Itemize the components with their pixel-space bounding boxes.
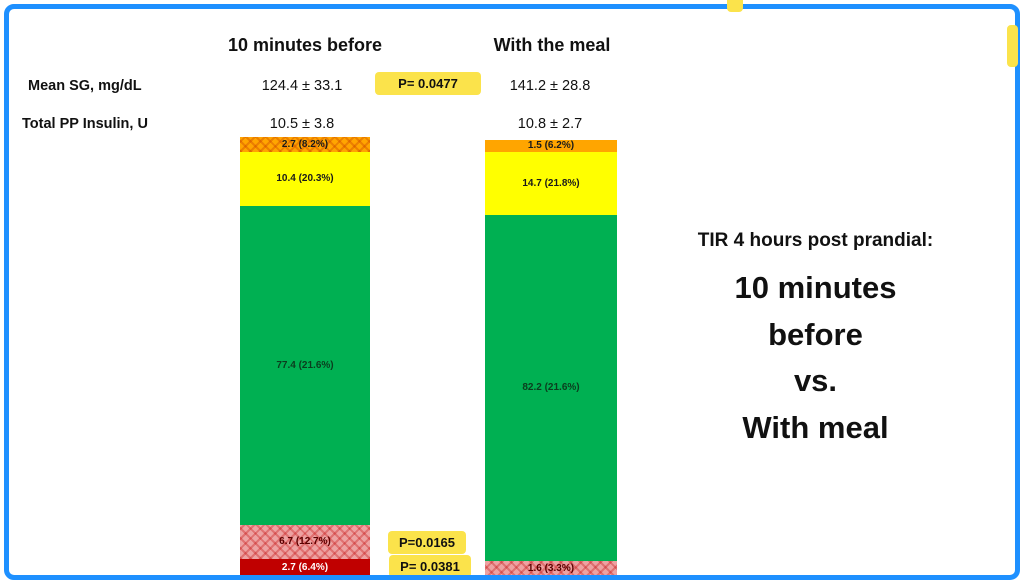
big-line-3: vs. [793, 363, 838, 398]
bar-segment-in-range: 82.2 (21.6%) [485, 215, 617, 561]
segment-label: 2.7 (8.2%) [281, 138, 329, 150]
p-value-mean-sg: P= 0.0477 [375, 72, 481, 95]
highlighter-mark-right [1007, 25, 1018, 67]
big-line-2: before [768, 316, 863, 352]
segment-label: 82.2 (21.6%) [522, 382, 580, 393]
bar-segment-low: 1.6 (3.3%) [485, 561, 617, 577]
segment-label: 2.7 (6.4%) [281, 562, 329, 573]
bar-segment-in-range: 77.4 (21.6%) [240, 206, 370, 525]
p-value-low: P=0.0165 [388, 531, 466, 554]
bar-segment-very-low: 2.7 (6.4%) [240, 559, 370, 577]
column-header-meal: With the meal [493, 35, 611, 55]
row-label-mean-sg: Mean SG, mg/dL [28, 78, 142, 94]
bar-segment-high: 10.4 (20.3%) [240, 152, 370, 206]
row-label-insulin: Total PP Insulin, U [22, 116, 148, 132]
column-header-before: 10 minutes before [227, 35, 383, 55]
p-value-very-low: P= 0.0381 [389, 555, 471, 578]
insulin-meal: 10.8 ± 2.7 [517, 116, 583, 132]
bar-segment-very-high: 2.7 (8.2%) [240, 137, 370, 152]
segment-label: 1.5 (6.2%) [527, 140, 575, 151]
segment-label: 6.7 (12.7%) [279, 536, 331, 547]
big-line-4: With meal [742, 409, 889, 445]
segment-label: 14.7 (21.8%) [522, 177, 580, 189]
mean-sg-before: 124.4 ± 33.1 [261, 78, 343, 94]
highlighter-mark-top [727, 0, 743, 12]
bar-segment-low: 6.7 (12.7%) [240, 525, 370, 559]
insulin-before: 10.5 ± 3.8 [269, 116, 335, 132]
segment-label: 77.4 (21.6%) [276, 359, 334, 371]
title-block: TIR 4 hours post prandial: 10 minutes be… [648, 230, 983, 451]
mean-sg-meal: 141.2 ± 28.8 [509, 78, 591, 94]
title-line: TIR 4 hours post prandial: [697, 230, 934, 251]
stacked-bar-before: 2.7 (8.2%) 10.4 (20.3%) 77.4 (21.6%) 6.7… [240, 137, 370, 577]
bar-segment-high: 14.7 (21.8%) [485, 152, 617, 215]
stacked-bar-meal: 1.5 (6.2%) 14.7 (21.8%) 82.2 (21.6%) 1.6… [485, 140, 617, 577]
bar-segment-very-high: 1.5 (6.2%) [485, 140, 617, 152]
segment-label: 10.4 (20.3%) [276, 173, 334, 184]
big-line-1: 10 minutes [734, 270, 897, 305]
segment-label: 1.6 (3.3%) [527, 563, 575, 574]
